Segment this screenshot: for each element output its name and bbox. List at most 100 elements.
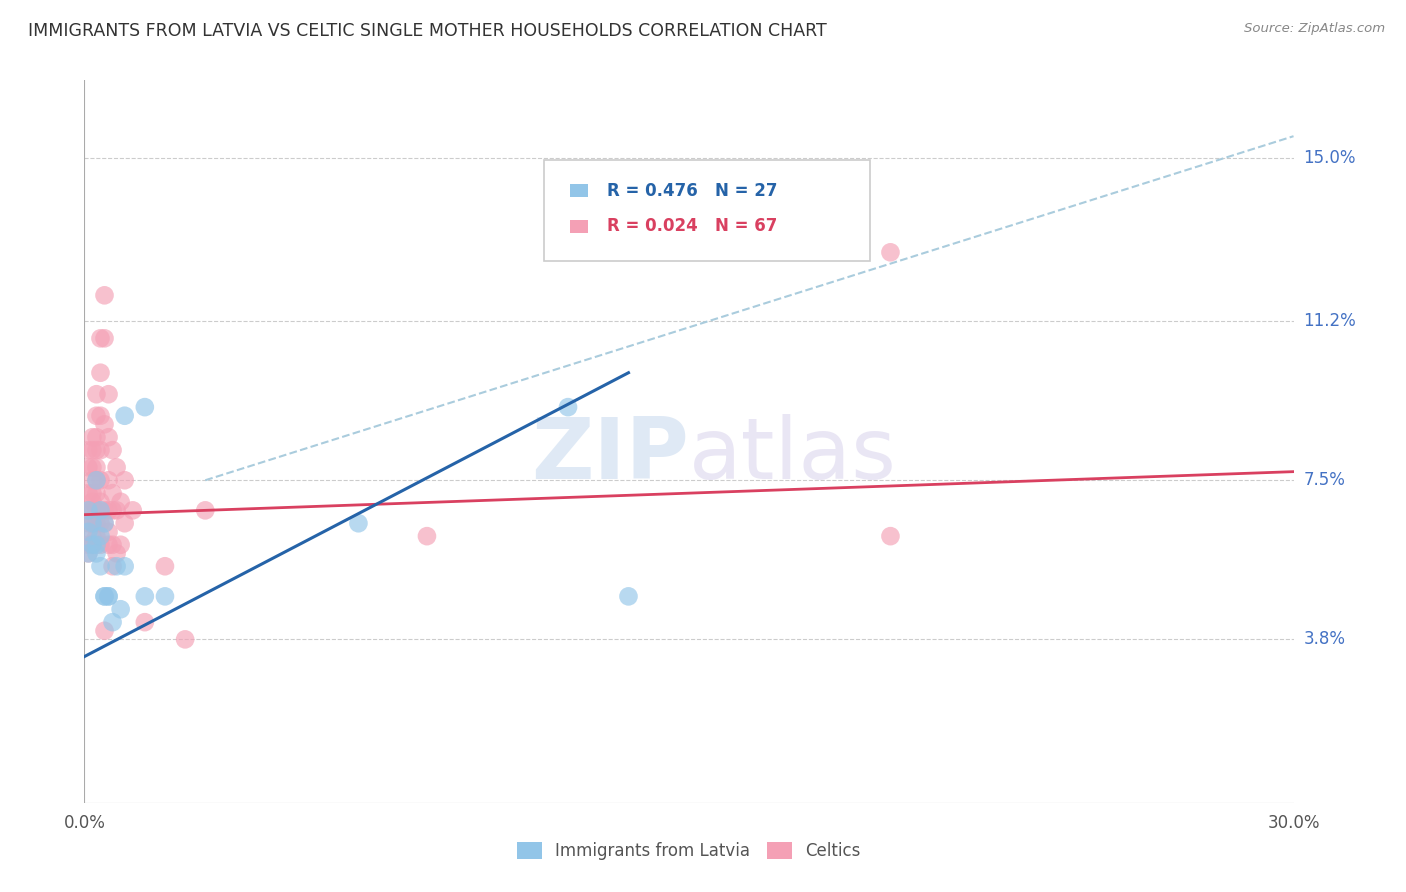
- Point: [82, 516, 104, 531]
- Point: [114, 409, 136, 423]
- Text: R = 0.476   N = 27: R = 0.476 N = 27: [607, 182, 778, 200]
- Point: [93, 590, 115, 604]
- Point: [77, 538, 100, 552]
- Point: [101, 559, 124, 574]
- Point: [416, 529, 439, 543]
- FancyBboxPatch shape: [571, 185, 588, 197]
- Text: 3.8%: 3.8%: [1303, 631, 1346, 648]
- Point: [86, 443, 108, 458]
- Point: [93, 516, 115, 531]
- Point: [82, 538, 104, 552]
- Point: [77, 546, 100, 560]
- Point: [97, 430, 120, 444]
- Point: [97, 387, 120, 401]
- Point: [89, 538, 111, 552]
- Point: [134, 590, 156, 604]
- Text: R = 0.024   N = 67: R = 0.024 N = 67: [607, 218, 778, 235]
- Point: [89, 494, 111, 508]
- Point: [86, 473, 108, 487]
- Point: [77, 486, 100, 500]
- Point: [105, 546, 128, 560]
- Point: [77, 546, 100, 560]
- Point: [89, 331, 111, 345]
- Point: [86, 516, 108, 531]
- Text: 15.0%: 15.0%: [1303, 149, 1355, 167]
- Point: [101, 486, 124, 500]
- Point: [879, 245, 901, 260]
- Text: Source: ZipAtlas.com: Source: ZipAtlas.com: [1244, 22, 1385, 36]
- Point: [121, 503, 143, 517]
- Point: [86, 546, 108, 560]
- Point: [82, 494, 104, 508]
- Point: [174, 632, 197, 647]
- Point: [134, 615, 156, 630]
- Point: [89, 443, 111, 458]
- Point: [114, 559, 136, 574]
- Point: [86, 473, 108, 487]
- Point: [153, 590, 176, 604]
- FancyBboxPatch shape: [544, 160, 870, 260]
- Point: [93, 417, 115, 432]
- Point: [89, 529, 111, 543]
- Point: [105, 503, 128, 517]
- Point: [82, 538, 104, 552]
- Point: [134, 400, 156, 414]
- Point: [82, 460, 104, 475]
- Point: [82, 516, 104, 531]
- Point: [110, 602, 132, 616]
- Point: [617, 590, 640, 604]
- Point: [110, 494, 132, 508]
- Point: [557, 400, 579, 414]
- Point: [93, 624, 115, 638]
- Point: [97, 503, 120, 517]
- Point: [86, 529, 108, 543]
- Text: 7.5%: 7.5%: [1303, 471, 1346, 489]
- Point: [101, 538, 124, 552]
- Point: [89, 366, 111, 380]
- Point: [101, 443, 124, 458]
- Point: [82, 443, 104, 458]
- Point: [89, 409, 111, 423]
- Point: [86, 409, 108, 423]
- Point: [77, 516, 100, 531]
- Point: [77, 443, 100, 458]
- Point: [110, 538, 132, 552]
- Point: [89, 559, 111, 574]
- Point: [82, 503, 104, 517]
- Point: [97, 473, 120, 487]
- Point: [153, 559, 176, 574]
- Point: [114, 473, 136, 487]
- Point: [194, 503, 217, 517]
- Point: [82, 473, 104, 487]
- Point: [879, 529, 901, 543]
- Point: [82, 529, 104, 543]
- Text: ZIP: ZIP: [531, 415, 689, 498]
- Point: [97, 538, 120, 552]
- Point: [93, 288, 115, 302]
- Legend: Immigrants from Latvia, Celtics: Immigrants from Latvia, Celtics: [510, 835, 868, 867]
- Point: [86, 387, 108, 401]
- Point: [82, 430, 104, 444]
- Point: [86, 538, 108, 552]
- Point: [101, 503, 124, 517]
- Point: [93, 331, 115, 345]
- Point: [86, 430, 108, 444]
- Point: [93, 516, 115, 531]
- Point: [77, 503, 100, 517]
- Point: [86, 460, 108, 475]
- Point: [86, 503, 108, 517]
- Text: 11.2%: 11.2%: [1303, 312, 1355, 330]
- Point: [93, 590, 115, 604]
- Point: [77, 460, 100, 475]
- Point: [105, 559, 128, 574]
- Text: atlas: atlas: [689, 415, 897, 498]
- Point: [114, 516, 136, 531]
- Point: [97, 590, 120, 604]
- Point: [89, 503, 111, 517]
- FancyBboxPatch shape: [571, 219, 588, 233]
- Point: [93, 503, 115, 517]
- Point: [82, 486, 104, 500]
- Point: [97, 590, 120, 604]
- Point: [77, 524, 100, 539]
- Point: [86, 486, 108, 500]
